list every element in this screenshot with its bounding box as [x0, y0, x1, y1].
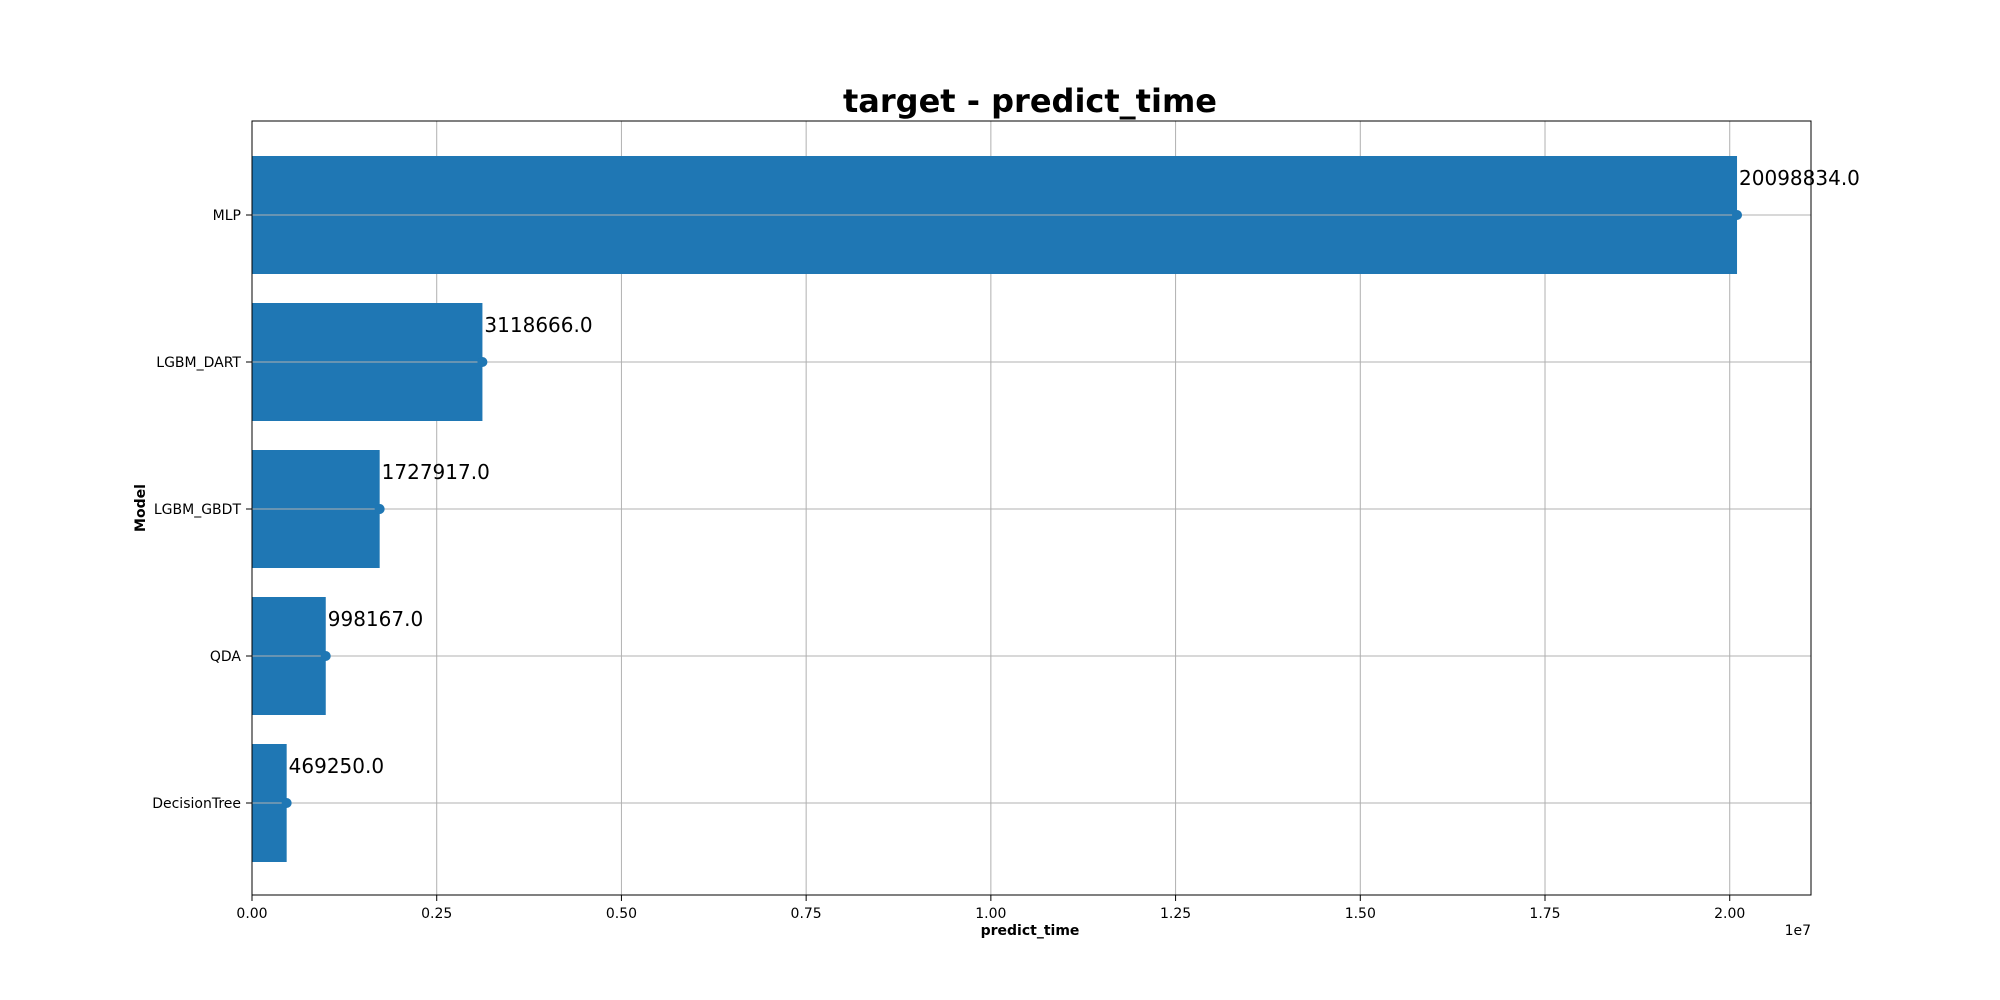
x-tick-label: 1.75	[1529, 906, 1560, 922]
x-tick-label: 0.50	[606, 906, 637, 922]
x-tick-label: 1.50	[1345, 906, 1376, 922]
data-label: 20098834.0	[1739, 166, 1860, 190]
x-tick-label: 2.00	[1714, 906, 1745, 922]
data-labels: 20098834.0 3118666.0 1727917.0 998167.0 4692…	[289, 166, 1860, 778]
data-label: 1727917.0	[382, 460, 490, 484]
y-tick-label: MLP	[213, 208, 241, 224]
x-tick-label: 0.75	[791, 906, 822, 922]
data-label: 469250.0	[289, 754, 384, 778]
y-axis-ticks: MLP LGBM_DART LGBM_GBDT QDA DecisionTree	[152, 208, 252, 812]
y-tick-label: QDA	[210, 649, 242, 665]
chart-title: target - predict_time	[843, 82, 1217, 120]
y-tick-label: DecisionTree	[152, 796, 241, 812]
y-axis-label: Model	[133, 484, 149, 532]
y-tick-label: LGBM_GBDT	[154, 502, 242, 518]
y-tick-label: LGBM_DART	[156, 355, 241, 371]
bar-end-marker	[477, 357, 488, 367]
bar-end-marker	[281, 798, 292, 808]
bar-end-marker	[374, 504, 385, 514]
x-axis-offset-text: 1e7	[1785, 923, 1811, 939]
x-tick-label: 0.25	[421, 906, 452, 922]
x-axis-label: predict_time	[981, 923, 1080, 939]
x-tick-label: 0.00	[236, 906, 267, 922]
data-label: 998167.0	[328, 607, 423, 631]
bars	[252, 156, 1811, 862]
bar-end-marker	[1732, 210, 1743, 220]
bar-end-marker	[320, 651, 331, 661]
plot-frame	[251, 120, 1812, 896]
x-tick-label: 1.25	[1160, 906, 1191, 922]
x-axis-ticks: 0.00 0.25 0.50 0.75 1.00 1.25 1.50 1.75 2.00	[236, 895, 1745, 922]
x-tick-label: 1.00	[975, 906, 1006, 922]
data-label: 3118666.0	[484, 313, 592, 337]
